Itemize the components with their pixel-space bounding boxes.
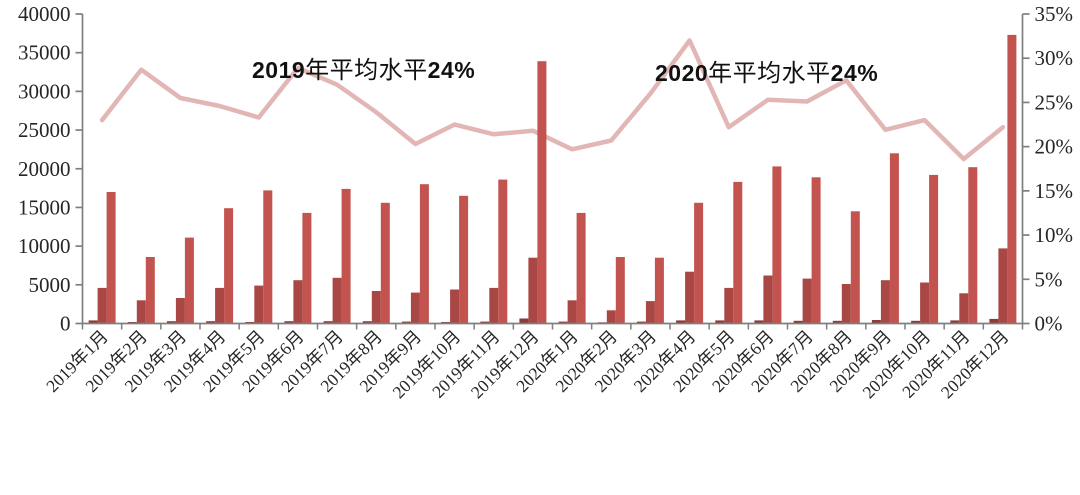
bar-二线-2020年5月 <box>724 287 734 324</box>
bar-三四线-2019年2月 <box>145 257 155 324</box>
bar-二线-2020年7月 <box>802 278 812 324</box>
bar-二线-2020年8月 <box>841 284 851 324</box>
line-series-一二线成交占比 <box>99 38 1006 162</box>
bar-一线-2020年7月 <box>793 320 803 324</box>
right-tick-label: 10% <box>1035 223 1074 247</box>
bar-一线-2019年12月 <box>519 318 529 324</box>
left-tick-label: 5000 <box>29 273 71 297</box>
right-tick-label: 5% <box>1035 267 1063 291</box>
bar-三四线-2020年10月 <box>929 174 939 324</box>
annotation-2020-text: 年平均水平 <box>708 61 831 87</box>
bar-一线-2019年7月 <box>323 321 333 324</box>
left-tick-label: 35000 <box>18 41 71 65</box>
bar-二线-2019年3月 <box>175 298 185 324</box>
bar-一线-2020年3月 <box>636 321 646 324</box>
right-tick-label: 35% <box>1035 2 1074 26</box>
bar-二线-2020年4月 <box>685 271 695 324</box>
bar-三四线-2020年3月 <box>654 257 664 324</box>
right-tick-label: 25% <box>1035 90 1074 114</box>
right-tick-label: 15% <box>1035 179 1074 203</box>
bar-三四线-2020年5月 <box>733 181 743 324</box>
bar-二线-2019年10月 <box>450 289 460 324</box>
bar-三四线-2020年9月 <box>889 153 899 324</box>
left-tick-label: 25000 <box>18 118 71 142</box>
annotation-2019-value: 24% <box>427 57 476 83</box>
bar-一线-2020年6月 <box>754 320 764 324</box>
left-tick-label: 15000 <box>18 195 71 219</box>
bar-一线-2019年9月 <box>401 321 411 324</box>
right-tick-label: 30% <box>1035 46 1074 70</box>
bar-二线-2019年7月 <box>332 277 342 324</box>
bar-三四线-2019年4月 <box>224 208 234 324</box>
bar-一线-2020年4月 <box>676 320 686 324</box>
bar-一线-2020年5月 <box>715 320 725 324</box>
bar-二线-2019年5月 <box>254 285 264 324</box>
bar-三四线-2019年12月 <box>537 61 547 324</box>
left-tick-label: 10000 <box>18 234 71 258</box>
bar-二线-2020年2月 <box>606 310 616 324</box>
bar-二线-2019年1月 <box>97 287 107 324</box>
bar-三四线-2019年3月 <box>184 237 194 324</box>
bar-二线-2019年6月 <box>293 280 303 324</box>
bar-一线-2020年12月 <box>989 318 999 324</box>
bar-二线-2019年2月 <box>136 300 146 324</box>
bar-三四线-2019年7月 <box>341 188 351 324</box>
annotation-2020-value: 24% <box>830 60 879 86</box>
bar-三四线-2019年6月 <box>302 212 312 324</box>
bar-二线-2020年12月 <box>998 248 1008 324</box>
bar-三四线-2020年11月 <box>968 167 978 324</box>
bar-一线-2020年1月 <box>558 321 568 324</box>
annotation-2019-text: 年平均水平 <box>305 58 428 84</box>
bar-一线-2020年10月 <box>911 320 921 324</box>
left-tick-label: 0 <box>60 312 71 336</box>
bar-二线-2019年11月 <box>489 287 499 324</box>
bar-三四线-2020年6月 <box>772 166 782 324</box>
bar-二线-2020年10月 <box>920 282 930 324</box>
bar-一线-2020年9月 <box>871 320 881 324</box>
bar-三四线-2019年8月 <box>380 202 390 324</box>
annotation-2020-year: 2020 <box>655 60 709 86</box>
bar-三四线-2019年9月 <box>419 184 429 324</box>
left-tick-label: 40000 <box>18 2 71 26</box>
bar-三四线-2019年11月 <box>498 179 508 324</box>
bar-二线-2020年6月 <box>763 275 773 324</box>
bar-二线-2019年12月 <box>528 257 538 324</box>
bar-三四线-2019年10月 <box>459 195 469 324</box>
bar-二线-2020年9月 <box>880 280 890 324</box>
bar-二线-2019年9月 <box>410 292 420 324</box>
right-tick-label: 0% <box>1035 312 1063 336</box>
bar-一线-2019年1月 <box>88 320 98 324</box>
bar-一线-2020年11月 <box>950 320 960 324</box>
bar-二线-2020年3月 <box>645 301 655 324</box>
bar-三四线-2019年1月 <box>106 192 116 324</box>
bar-一线-2019年3月 <box>166 321 176 324</box>
bar-三四线-2020年2月 <box>615 257 625 324</box>
annotation-2020-average: 2020年平均水平24% <box>655 53 878 88</box>
bar-一线-2019年4月 <box>206 321 216 324</box>
bar-一线-2020年8月 <box>832 320 842 324</box>
annotation-2019-average: 2019年平均水平24% <box>252 50 475 85</box>
annotation-2019-year: 2019 <box>252 57 306 83</box>
bar-三四线-2020年12月 <box>1007 34 1017 324</box>
bar-二线-2019年8月 <box>371 291 381 324</box>
bar-一线-2019年11月 <box>480 321 490 324</box>
bar-一线-2019年8月 <box>362 321 372 324</box>
bar-三四线-2020年1月 <box>576 212 586 324</box>
bar-二线-2020年1月 <box>567 300 577 324</box>
bar-三四线-2020年8月 <box>850 211 860 324</box>
left-tick-label: 30000 <box>18 79 71 103</box>
bar-三四线-2019年5月 <box>263 190 273 324</box>
left-tick-label: 20000 <box>18 157 71 181</box>
bar-一线-2019年6月 <box>284 321 294 324</box>
bar-二线-2020年11月 <box>959 293 969 324</box>
bar-三四线-2020年7月 <box>811 177 821 324</box>
right-tick-label: 20% <box>1035 135 1074 159</box>
bar-二线-2019年4月 <box>215 287 225 324</box>
bar-三四线-2020年4月 <box>694 202 704 324</box>
